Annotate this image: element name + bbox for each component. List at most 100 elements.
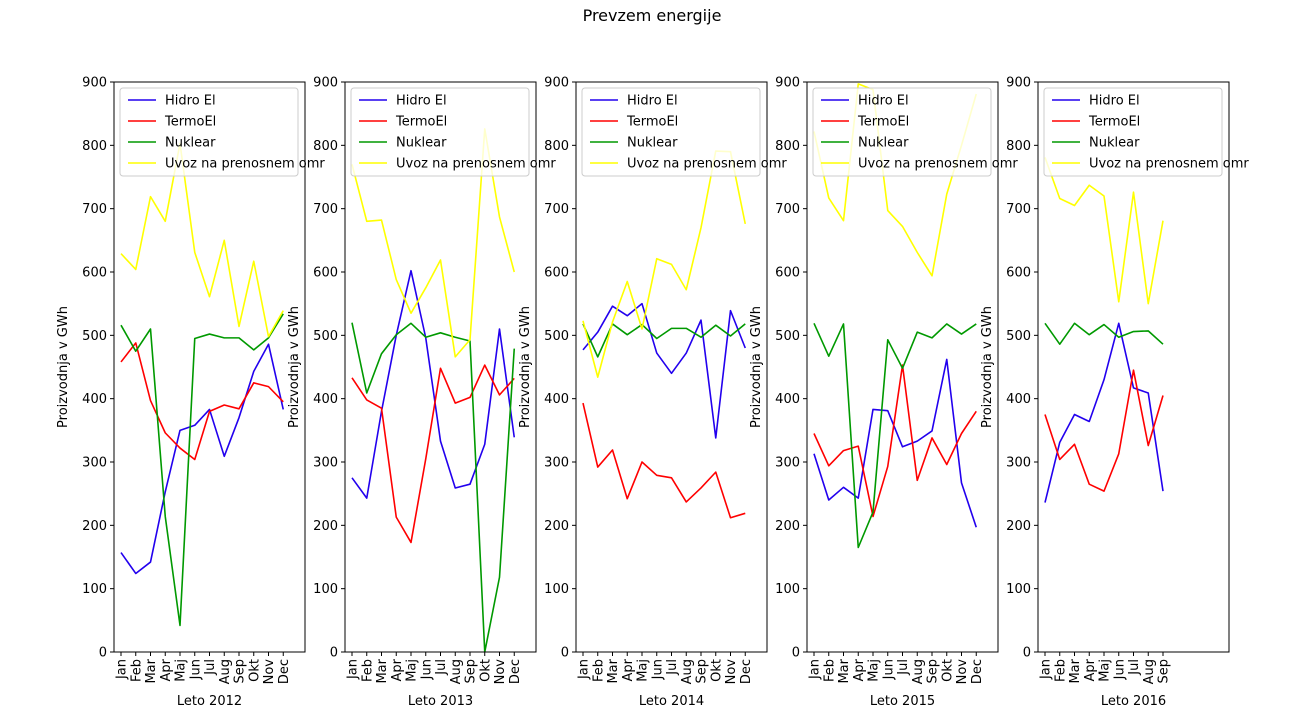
x-axis-label: Leto 2016 <box>1101 694 1166 709</box>
y-tick-label: 700 <box>544 202 569 217</box>
x-tick-label: Feb <box>129 659 144 682</box>
series-group <box>351 128 516 652</box>
x-tick-label: Apr <box>159 658 174 681</box>
x-tick-label: Aug <box>449 659 464 684</box>
x-tick-label: Sep <box>695 659 710 684</box>
figure-title: Prevzem energije <box>583 6 722 25</box>
legend-box <box>350 87 530 177</box>
x-tick-label: Okt <box>940 659 955 682</box>
x-axis-label: Leto 2014 <box>639 694 704 709</box>
y-axis-label: Proizvodnja v GWh <box>56 306 71 428</box>
series-group <box>582 150 747 519</box>
subplot-1: 0 100 200 300 400 500 600 700 800 900 Jan Feb Mar Apr… <box>56 76 325 710</box>
y-tick-label: 300 <box>544 456 569 471</box>
series-line-3 <box>120 313 284 627</box>
legend: Hidro El TermoEl Nuklear Uvoz na prenosnem … <box>1043 87 1249 177</box>
y-tick-label: 900 <box>82 76 107 91</box>
legend-label: Uvoz na prenosnem omr <box>627 157 787 172</box>
series-line-1 <box>1044 322 1164 503</box>
y-tick-label: 400 <box>544 392 569 407</box>
x-tick-label: Jun <box>650 659 665 680</box>
x-tick-label: Feb <box>591 659 606 682</box>
x-tick-label: Sep <box>926 659 941 684</box>
legend-label: TermoEl <box>164 115 216 130</box>
legend-label: Nuklear <box>396 136 447 151</box>
series-group <box>813 83 978 549</box>
x-tick-label: Jul <box>896 659 911 676</box>
x-tick-label: Jun <box>881 659 896 680</box>
subplot-4: 0 100 200 300 400 500 600 700 800 900 Jan Feb Mar Apr… <box>749 76 1018 710</box>
y-tick-label: 200 <box>775 519 800 534</box>
y-tick-label: 200 <box>1006 519 1031 534</box>
x-axis-label: Leto 2013 <box>408 694 473 709</box>
x-tick-label: Jun <box>1112 659 1127 680</box>
y-tick-label: 200 <box>313 519 338 534</box>
subplot-2: 0 100 200 300 400 500 600 700 800 900 Jan Feb Mar Apr… <box>287 76 556 710</box>
x-tick-label: Maj <box>636 659 651 682</box>
series-line-4 <box>582 150 747 378</box>
y-tick-label: 0 <box>792 646 800 661</box>
legend-label: Hidro El <box>627 94 678 109</box>
legend-box <box>581 87 761 177</box>
series-line-1 <box>582 302 746 439</box>
y-axis-label: Proizvodnja v GWh <box>980 306 995 428</box>
legend-label: Hidro El <box>165 94 216 109</box>
x-tick-label: Okt <box>478 659 493 682</box>
x-tick-label: Aug <box>1142 659 1157 684</box>
y-axis-label: Proizvodnja v GWh <box>518 306 533 428</box>
x-tick-label: Apr <box>1083 658 1098 681</box>
x-tick-label: Sep <box>1157 659 1172 684</box>
legend-label: TermoEl <box>857 115 909 130</box>
series-line-2 <box>1044 369 1164 492</box>
subplot-3: 0 100 200 300 400 500 600 700 800 900 Jan Feb Mar Apr… <box>518 76 787 710</box>
x-tick-label: Maj <box>1098 659 1113 682</box>
legend-box <box>1043 87 1223 177</box>
x-tick-label: Aug <box>218 659 233 684</box>
y-tick-label: 600 <box>82 266 107 281</box>
x-tick-label: Apr <box>852 658 867 681</box>
x-tick-label: Sep <box>233 659 248 684</box>
y-tick-label: 0 <box>99 646 107 661</box>
legend-label: Uvoz na prenosnem omr <box>165 157 325 172</box>
x-tick-label: Aug <box>911 659 926 684</box>
legend-label: Nuklear <box>165 136 216 151</box>
y-tick-label: 900 <box>313 76 338 91</box>
legend-label: Uvoz na prenosnem omr <box>858 157 1018 172</box>
x-tick-label: Feb <box>822 659 837 682</box>
x-tick-label: Jun <box>188 659 203 680</box>
x-tick-label: Jun <box>419 659 434 680</box>
y-tick-label: 100 <box>544 582 569 597</box>
y-tick-label: 200 <box>82 519 107 534</box>
y-tick-label: 800 <box>775 139 800 154</box>
x-tick-label: Aug <box>680 659 695 684</box>
x-tick-label: Jan <box>115 659 130 680</box>
series-line-1 <box>351 269 516 499</box>
legend-box <box>119 87 299 177</box>
y-tick-label: 600 <box>775 266 800 281</box>
x-tick-label: Mar <box>1068 658 1083 683</box>
legend: Hidro El TermoEl Nuklear Uvoz na prenosnem … <box>812 87 1018 177</box>
x-tick-label: Sep <box>464 659 479 684</box>
y-tick-label: 800 <box>1006 139 1031 154</box>
x-tick-label: Nov <box>724 659 739 685</box>
x-tick-label: Okt <box>709 659 724 682</box>
y-tick-label: 700 <box>82 202 107 217</box>
legend-label: Nuklear <box>858 136 909 151</box>
y-tick-label: 0 <box>330 646 338 661</box>
series-line-4 <box>813 83 978 277</box>
y-tick-label: 400 <box>313 392 338 407</box>
series-line-4 <box>120 142 284 338</box>
series-line-4 <box>1044 157 1164 305</box>
x-tick-label: Mar <box>837 658 852 683</box>
y-tick-label: 300 <box>82 456 107 471</box>
x-tick-label: Apr <box>390 658 405 681</box>
subplot-5: 0 100 200 300 400 500 600 700 800 900 Jan Feb Mar Apr… <box>980 76 1249 710</box>
legend-label: Hidro El <box>396 94 447 109</box>
y-tick-label: 500 <box>313 329 338 344</box>
y-axis-label: Proizvodnja v GWh <box>287 306 302 428</box>
x-tick-label: Nov <box>493 659 508 685</box>
y-tick-label: 400 <box>775 392 800 407</box>
x-axis-label: Leto 2012 <box>177 694 242 709</box>
x-tick-label: Dec <box>277 659 292 684</box>
